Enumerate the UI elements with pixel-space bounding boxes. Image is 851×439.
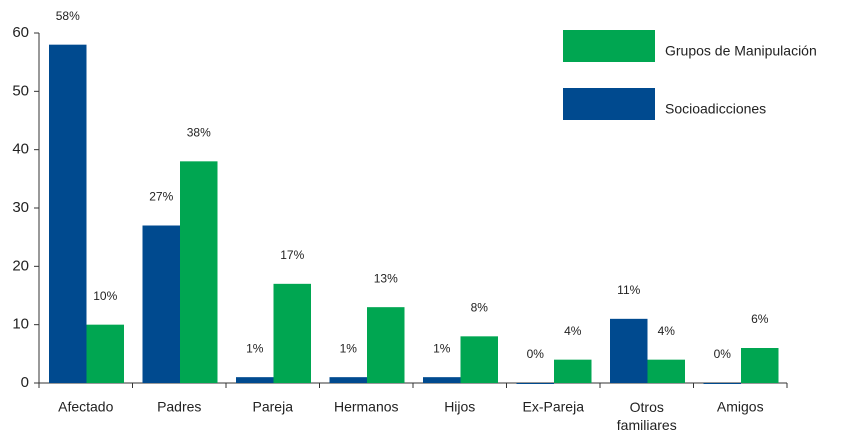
value-label: 11%	[617, 283, 640, 297]
value-label: 10%	[93, 289, 117, 303]
legend-label: Grupos de Manipulación	[665, 43, 817, 59]
value-label: 8%	[471, 301, 489, 315]
y-tick-label: 10	[12, 316, 29, 333]
y-tick-label: 30	[12, 199, 29, 216]
y-tick-label: 50	[12, 82, 29, 99]
x-tick-label: Otros familiares	[617, 399, 677, 433]
y-tick-label: 20	[12, 257, 29, 274]
x-tick-label: Pareja	[253, 399, 294, 415]
bar	[86, 324, 124, 383]
bar	[516, 383, 554, 384]
bar	[703, 383, 741, 384]
y-tick-label: 60	[12, 24, 29, 41]
bar	[610, 318, 648, 383]
value-label: 58%	[56, 9, 80, 23]
y-tick-label: 40	[12, 141, 29, 158]
x-tick-label: Afectado	[58, 399, 113, 415]
value-label: 6%	[751, 312, 769, 326]
bar	[273, 283, 311, 383]
value-label: 38%	[187, 126, 211, 140]
bar	[49, 44, 87, 384]
legend-swatch	[563, 88, 655, 120]
bar	[554, 359, 592, 383]
x-tick-label: Amigos	[717, 399, 764, 415]
bar	[180, 161, 218, 383]
value-label: 0%	[714, 347, 732, 361]
bar	[423, 377, 461, 383]
bar	[236, 377, 274, 383]
legend-label: Socioadicciones	[665, 101, 766, 117]
value-label: 4%	[564, 324, 582, 338]
value-label: 1%	[433, 341, 451, 355]
bar	[647, 359, 685, 383]
x-tick-label: Padres	[157, 399, 201, 415]
legend-swatch	[563, 30, 655, 62]
value-label: 4%	[658, 324, 676, 338]
value-label: 1%	[246, 341, 264, 355]
x-tick-label: Ex-Pareja	[523, 399, 585, 415]
bar	[367, 307, 405, 383]
value-label: 13%	[374, 271, 398, 285]
bar	[741, 348, 779, 383]
x-tick-label: Hijos	[444, 399, 475, 415]
value-label: 17%	[280, 248, 304, 262]
value-label: 27%	[149, 190, 173, 204]
y-tick-label: 0	[21, 374, 29, 391]
bar	[329, 377, 367, 383]
bar	[142, 225, 180, 383]
bar	[460, 336, 498, 383]
value-label: 0%	[527, 347, 545, 361]
value-label: 1%	[340, 341, 358, 355]
x-tick-label: Hermanos	[334, 399, 399, 415]
